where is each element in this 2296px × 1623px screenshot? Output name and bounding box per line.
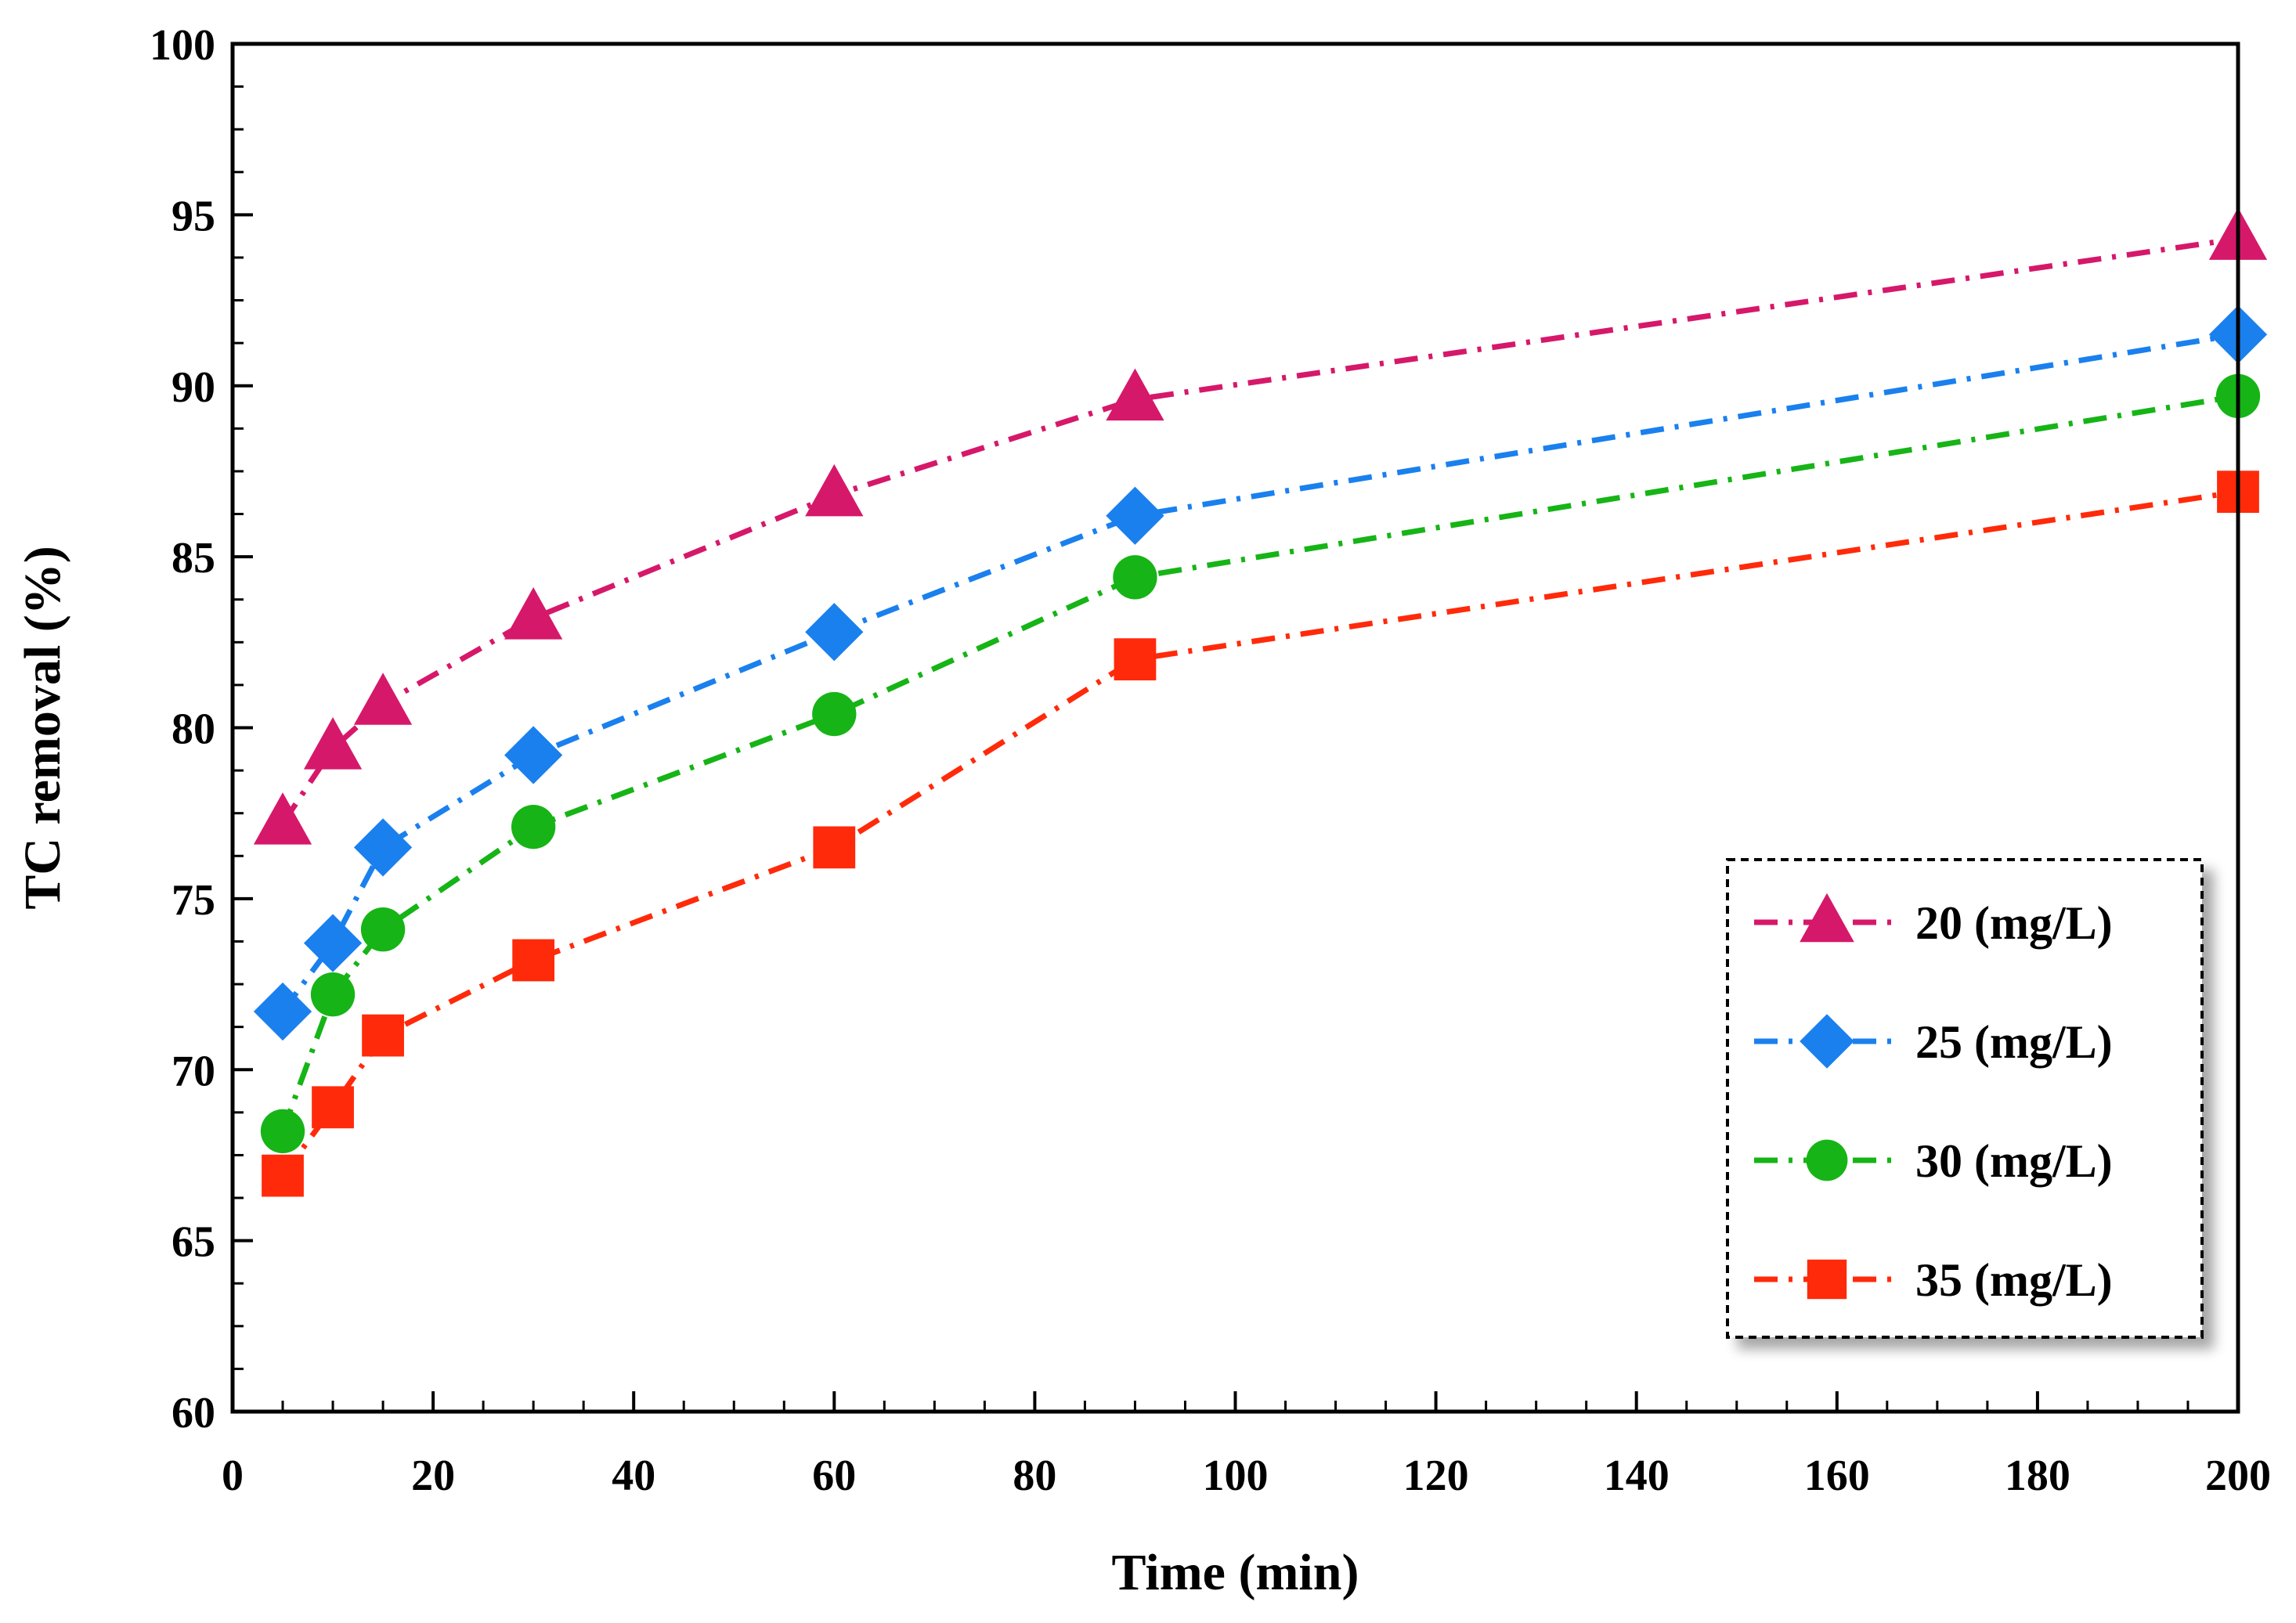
data-point (813, 826, 856, 869)
data-point (310, 972, 356, 1017)
data-point (512, 939, 555, 982)
x-tick-label: 80 (1013, 1452, 1056, 1500)
data-point (303, 717, 363, 770)
legend-marker (1800, 1014, 1854, 1069)
x-tick-label: 160 (1804, 1452, 1870, 1500)
y-tick-label: 60 (171, 1389, 215, 1437)
x-tick-label: 180 (2005, 1452, 2070, 1500)
data-point (362, 1014, 404, 1057)
legend: 20 (mg/L) 25 (mg/L) 30 (mg/L) 35 (mg/L) (1726, 858, 2204, 1339)
x-tick-label: 200 (2205, 1452, 2271, 1500)
series-3 (260, 373, 2261, 1154)
data-point (511, 804, 556, 849)
data-point (1114, 638, 1157, 681)
data-point (360, 907, 406, 952)
legend-marker (1800, 893, 1854, 943)
legend-label: 35 (mg/L) (1915, 1254, 2113, 1306)
data-point (805, 463, 864, 517)
x-tick-label: 40 (612, 1452, 655, 1500)
data-point (353, 673, 413, 725)
x-tick-label: 120 (1403, 1452, 1469, 1500)
y-tick-label: 65 (171, 1218, 215, 1267)
data-point (504, 587, 563, 640)
data-point (1113, 555, 1157, 600)
y-axis-title: TC removal (%) (14, 546, 71, 909)
data-point (504, 726, 563, 784)
legend-marker (1806, 1139, 1848, 1181)
x-tick-label: 140 (1604, 1452, 1670, 1500)
legend-item: 35 (mg/L) (1754, 1254, 2113, 1306)
y-tick-label: 95 (171, 192, 215, 240)
legend-item: 30 (mg/L) (1754, 1135, 2113, 1187)
data-point (353, 818, 413, 877)
data-point (253, 982, 312, 1041)
x-tick-label: 60 (812, 1452, 856, 1500)
series-4 (262, 471, 2259, 1197)
data-point (1106, 486, 1164, 545)
x-axis-title: Time (min) (1112, 1544, 1359, 1601)
data-point (253, 792, 312, 845)
y-axis: 60 65 70 75 80 85 90 95 100 (150, 21, 253, 1437)
y-tick-label: 90 (171, 363, 215, 412)
data-point (312, 1086, 354, 1129)
x-tick-label: 0 (222, 1452, 244, 1500)
y-tick-label: 85 (171, 534, 215, 582)
data-point (262, 1154, 304, 1197)
data-point (1106, 368, 1164, 421)
x-axis: 0 20 40 60 80 100 120 140 160 180 200 (222, 1391, 2271, 1500)
y-tick-label: 70 (171, 1047, 215, 1095)
legend-label: 20 (mg/L) (1915, 897, 2113, 949)
x-tick-label: 100 (1203, 1452, 1269, 1500)
legend-item: 25 (mg/L) (1754, 1014, 2113, 1069)
data-point (260, 1109, 305, 1154)
y-tick-label: 75 (171, 876, 215, 925)
legend-item: 20 (mg/L) (1754, 893, 2113, 949)
legend-label: 30 (mg/L) (1915, 1135, 2113, 1187)
x-tick-label: 20 (411, 1452, 455, 1500)
legend-marker (1807, 1259, 1847, 1300)
y-tick-label: 100 (150, 21, 215, 70)
data-point (805, 603, 864, 662)
data-point (812, 691, 857, 737)
legend-label: 25 (mg/L) (1915, 1016, 2113, 1068)
y-tick-label: 80 (171, 705, 215, 754)
data-point (303, 914, 363, 972)
